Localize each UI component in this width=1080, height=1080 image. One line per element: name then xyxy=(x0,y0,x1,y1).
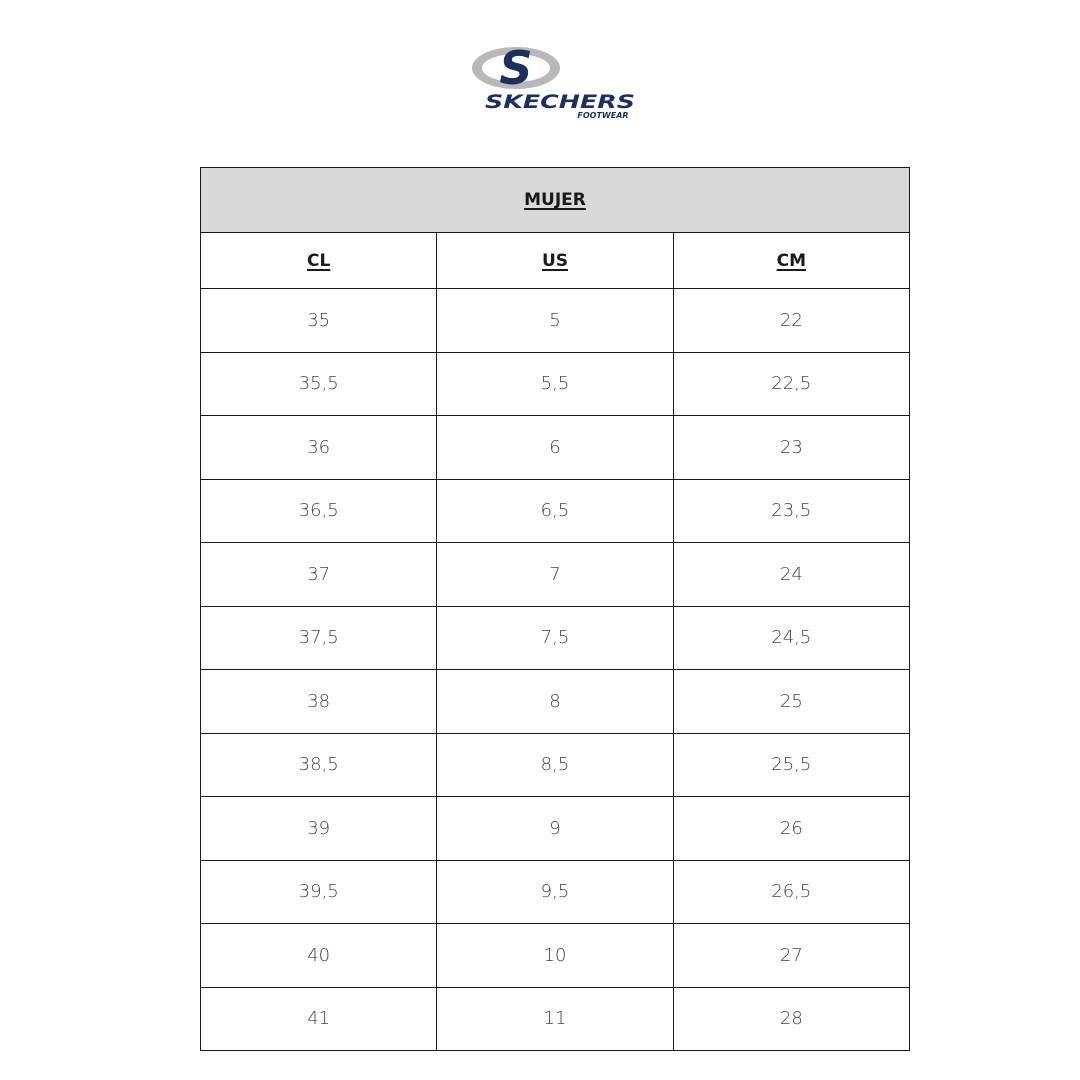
table-row: 37,5 7,5 24,5 xyxy=(199,605,911,670)
cell-us: 9 xyxy=(436,796,674,861)
table-row: 35,5 5,5 22,5 xyxy=(199,351,911,416)
table-row: 39 9 26 xyxy=(199,796,911,861)
table-row: 36,5 6,5 23,5 xyxy=(199,478,911,543)
cell-us: 6,5 xyxy=(436,478,674,543)
cell-cm: 26 xyxy=(672,796,911,861)
cell-cl: 36 xyxy=(199,415,438,480)
cell-us: 7,5 xyxy=(436,605,674,670)
cell-cl: 37 xyxy=(199,542,438,607)
table-row: 38,5 8,5 25,5 xyxy=(199,732,911,797)
cell-us: 5,5 xyxy=(436,351,674,416)
cell-cm: 22 xyxy=(672,288,911,353)
table-row: 39,5 9,5 26,5 xyxy=(199,859,911,924)
table-row: 37 7 24 xyxy=(199,542,911,607)
cell-cl: 35 xyxy=(199,288,438,353)
cell-us: 5 xyxy=(436,288,674,353)
cell-cl: 40 xyxy=(199,923,438,988)
cell-cl: 38,5 xyxy=(199,732,438,797)
cell-cm: 23,5 xyxy=(672,478,911,543)
cell-cl: 36,5 xyxy=(199,478,438,543)
svg-text:SKECHERS: SKECHERS xyxy=(485,91,635,113)
cell-cm: 26,5 xyxy=(672,859,911,924)
table-row: 38 8 25 xyxy=(199,669,911,734)
cell-cm: 25 xyxy=(672,669,911,734)
table-row: 41 11 28 xyxy=(199,986,911,1051)
table-row: 36 6 23 xyxy=(199,415,911,480)
cell-cm: 25,5 xyxy=(672,732,911,797)
table-title: MUJER xyxy=(200,167,910,233)
cell-us: 11 xyxy=(436,986,674,1051)
cell-us: 10 xyxy=(436,923,674,988)
size-chart-table: MUJER CL US CM 35 5 22 35,5 5,5 22,5 36 6 23 36,5 6,… xyxy=(199,167,911,1051)
cell-cl: 35,5 xyxy=(199,351,438,416)
cell-cm: 24,5 xyxy=(672,605,911,670)
cell-cl: 39,5 xyxy=(199,859,438,924)
cell-cl: 37,5 xyxy=(199,605,438,670)
svg-text:S: S xyxy=(499,44,532,95)
cell-cm: 23 xyxy=(672,415,911,480)
cell-cm: 27 xyxy=(672,923,911,988)
table-row: 40 10 27 xyxy=(199,923,911,988)
cell-cl: 39 xyxy=(199,796,438,861)
cell-cm: 28 xyxy=(672,986,911,1051)
cell-us: 8,5 xyxy=(436,732,674,797)
cell-us: 8 xyxy=(436,669,674,734)
skechers-logo: S SKECHERS FOOTWEAR xyxy=(472,44,635,120)
cell-us: 6 xyxy=(436,415,674,480)
cell-us: 7 xyxy=(436,542,674,607)
cell-cl: 41 xyxy=(199,986,438,1051)
cell-cm: 24 xyxy=(672,542,911,607)
cell-cm: 22,5 xyxy=(672,351,911,416)
cell-cl: 38 xyxy=(199,669,438,734)
column-header-us: US xyxy=(436,232,674,289)
cell-us: 9,5 xyxy=(436,859,674,924)
table-row: 35 5 22 xyxy=(199,288,911,353)
svg-text:FOOTWEAR: FOOTWEAR xyxy=(577,111,628,120)
column-header-cl: CL xyxy=(199,232,438,289)
column-header-cm: CM xyxy=(672,232,911,289)
